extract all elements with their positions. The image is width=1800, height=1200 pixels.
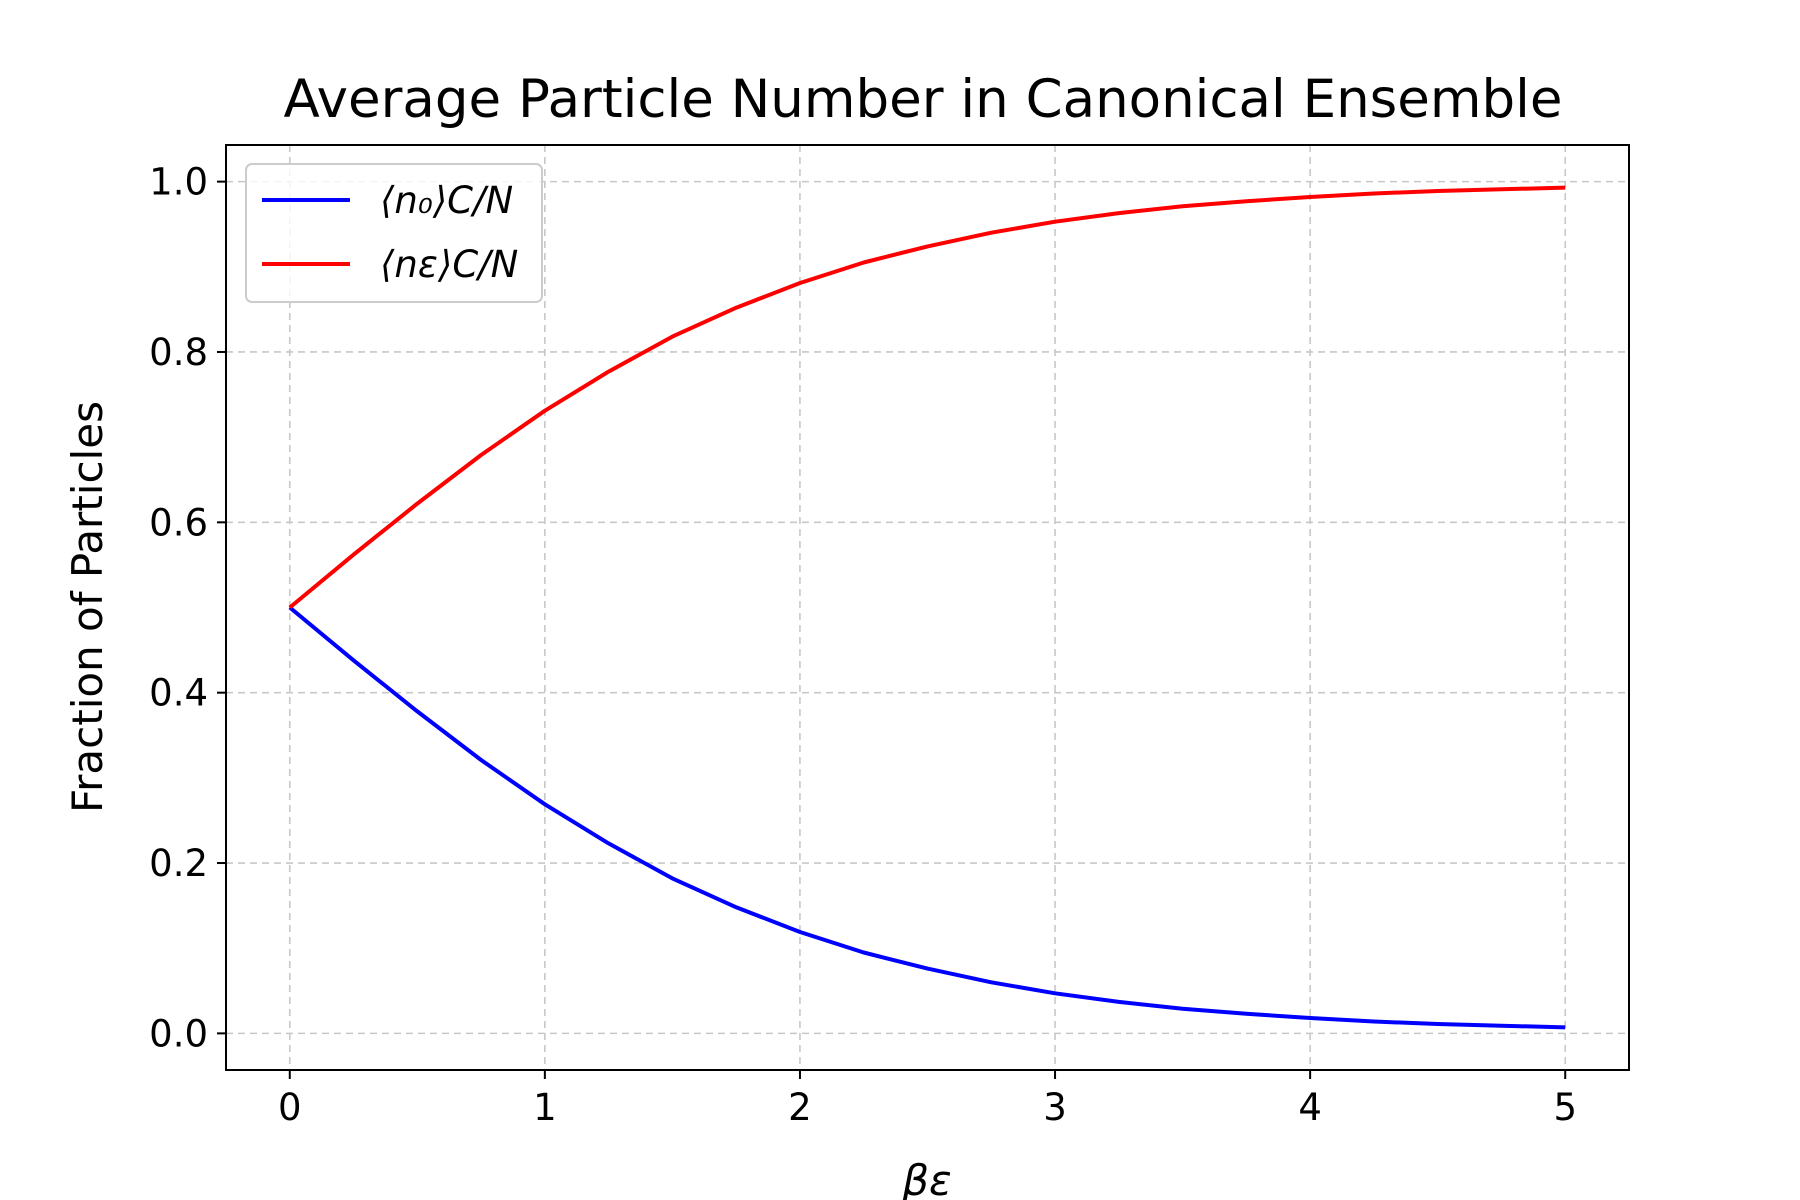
x-tick-label: 4 — [1298, 1086, 1322, 1129]
y-tick-label: 0.8 — [149, 331, 208, 374]
y-tick-label: 0.6 — [149, 501, 208, 544]
x-tick-label: 2 — [788, 1086, 812, 1129]
x-tick-label: 3 — [1043, 1086, 1067, 1129]
chart-title: Average Particle Number in Canonical Ens… — [284, 69, 1563, 130]
y-axis-label: Fraction of Particles — [63, 401, 112, 813]
y-tick-label: 1.0 — [149, 161, 208, 204]
y-tick-label: 0.4 — [149, 672, 208, 715]
x-axis-label: βε — [901, 1156, 952, 1200]
series-layer — [288, 185, 1566, 1030]
x-tick-label: 5 — [1553, 1086, 1577, 1129]
legend: ⟨n₀⟩C/N ⟨nε⟩C/N — [245, 163, 543, 303]
plot-frame — [225, 144, 1630, 1071]
grid — [226, 145, 1629, 1070]
x-tick-label: 1 — [533, 1086, 557, 1129]
ticks: 0 1 2 3 4 5 0.0 0.2 0.4 0.6 0.8 1.0 — [149, 161, 1577, 1129]
y-tick-label: 0.0 — [149, 1012, 208, 1055]
x-tick-label: 0 — [278, 1086, 302, 1129]
legend-label-n0: ⟨n₀⟩C/N — [380, 179, 513, 222]
series-line-neps — [288, 185, 1566, 610]
legend-label-neps: ⟨nε⟩C/N — [380, 243, 518, 286]
y-tick-label: 0.2 — [149, 842, 208, 885]
series-line-n0 — [288, 605, 1566, 1030]
